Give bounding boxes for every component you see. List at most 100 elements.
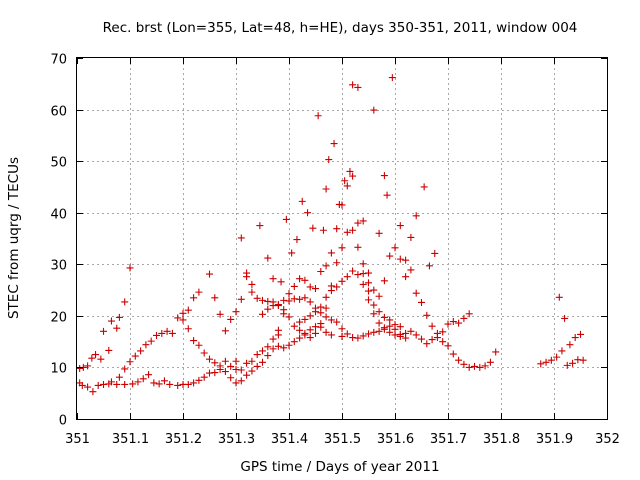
data-point (412, 289, 420, 297)
data-point (444, 342, 452, 350)
data-point (396, 255, 404, 263)
x-tick-label: 351.5 (324, 432, 361, 447)
data-point (380, 172, 388, 180)
data-point (76, 364, 84, 372)
y-tick-label: 30 (50, 259, 67, 274)
data-point (232, 308, 240, 316)
data-point (571, 334, 579, 342)
data-point (277, 278, 285, 286)
data-point (259, 358, 266, 366)
data-point (375, 292, 383, 300)
data-point (370, 286, 378, 294)
data-point (264, 305, 272, 313)
data-point (555, 293, 563, 301)
x-tick-label: 351.8 (483, 432, 520, 447)
data-point (391, 321, 399, 329)
axis-ticks (77, 58, 608, 420)
data-point (115, 313, 123, 321)
data-point (142, 341, 150, 349)
data-point (168, 329, 176, 337)
data-point (195, 288, 203, 296)
data-point (569, 359, 577, 367)
data-point (285, 290, 293, 298)
data-point (407, 233, 415, 241)
data-point (190, 294, 198, 302)
data-point (153, 331, 160, 339)
data-point (115, 373, 123, 381)
data-point (200, 349, 208, 357)
x-tick-labels: 351 351.1 351.2 351.3 351.4 351.5 351.6 351.7 35… (65, 432, 620, 447)
data-point (134, 378, 142, 386)
data-point (211, 294, 219, 302)
data-point (338, 332, 346, 340)
data-point (396, 332, 404, 340)
data-point (322, 304, 330, 312)
data-point (94, 381, 102, 389)
data-point (370, 301, 378, 309)
data-point (306, 312, 314, 320)
data-point (248, 357, 256, 365)
data-point (126, 264, 134, 272)
data-point (312, 285, 319, 293)
x-axis-label: GPS time / Days of year 2011 (240, 459, 439, 475)
data-point (285, 297, 293, 305)
data-point (354, 219, 362, 227)
data-point (237, 377, 245, 385)
data-point (285, 313, 293, 321)
data-point (365, 279, 372, 287)
data-point (418, 335, 425, 343)
data-point (105, 346, 113, 354)
data-point (537, 360, 545, 368)
data-point (349, 226, 357, 234)
data-point (354, 243, 362, 251)
data-point (317, 303, 325, 311)
data-point (312, 308, 319, 316)
data-point (439, 338, 447, 346)
data-point (359, 280, 367, 288)
data-point (227, 362, 235, 370)
grid-lines (77, 58, 607, 419)
data-point (465, 363, 473, 371)
y-tick-label: 0 (59, 414, 67, 429)
data-point (259, 347, 266, 355)
data-point (354, 83, 362, 91)
y-tick-label: 40 (50, 208, 67, 223)
data-point (163, 327, 171, 335)
data-point (338, 325, 346, 333)
data-point (359, 217, 367, 225)
data-point (465, 310, 473, 318)
data-point (428, 336, 436, 344)
data-point (349, 172, 357, 180)
data-point (174, 381, 182, 389)
data-point (121, 298, 129, 306)
data-point (476, 363, 484, 371)
data-point (322, 293, 330, 301)
data-points (76, 74, 587, 396)
data-point (248, 288, 256, 296)
data-point (431, 249, 439, 257)
plot-frame (76, 57, 608, 420)
data-point (227, 374, 235, 382)
data-point (391, 244, 399, 252)
data-point (107, 378, 115, 386)
data-point (280, 310, 288, 318)
data-point (577, 330, 584, 338)
data-point (150, 379, 158, 387)
data-point (190, 337, 198, 345)
data-point (259, 310, 266, 318)
data-point (100, 327, 107, 335)
data-point (370, 310, 378, 318)
data-point (449, 318, 457, 326)
y-tick-label: 10 (50, 362, 67, 377)
data-point (237, 295, 245, 303)
data-point (375, 308, 383, 316)
chart-title: Rec. brst (Lon=355, Lat=48, h=HE), days … (103, 20, 578, 36)
data-point (179, 316, 187, 324)
data-point (195, 341, 203, 349)
data-point (563, 361, 571, 369)
data-point (402, 273, 410, 281)
data-point (333, 318, 341, 326)
data-point (407, 266, 415, 274)
data-point (113, 324, 121, 332)
data-point (579, 356, 587, 364)
